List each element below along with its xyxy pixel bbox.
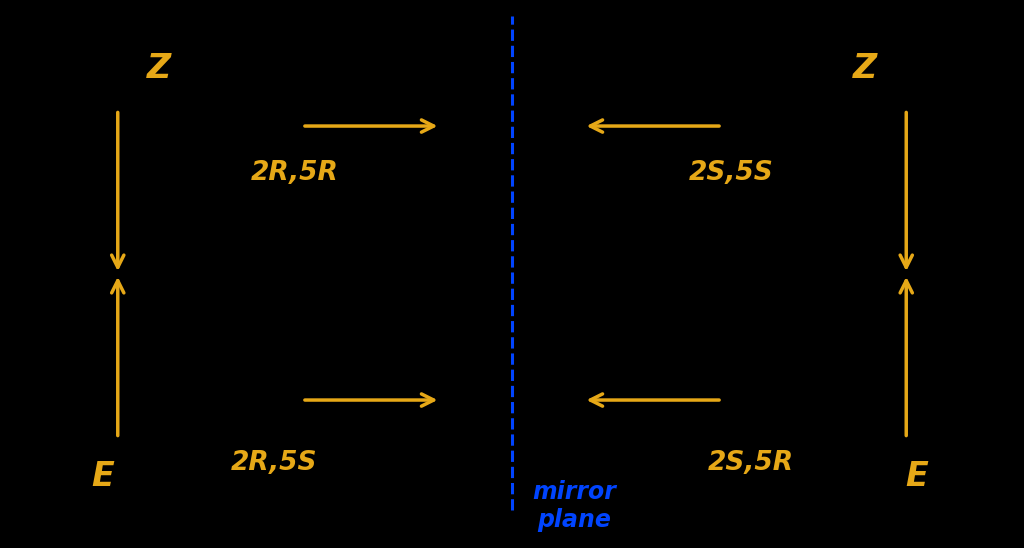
Text: E: E — [91, 460, 114, 493]
Text: E: E — [905, 460, 928, 493]
Text: 2S,5S: 2S,5S — [688, 159, 773, 186]
Text: Z: Z — [853, 52, 878, 85]
Text: mirror
plane: mirror plane — [532, 480, 616, 532]
Text: 2R,5S: 2R,5S — [230, 450, 316, 476]
Text: 2S,5R: 2S,5R — [708, 450, 794, 476]
Text: 2R,5R: 2R,5R — [251, 159, 339, 186]
Text: Z: Z — [146, 52, 171, 85]
